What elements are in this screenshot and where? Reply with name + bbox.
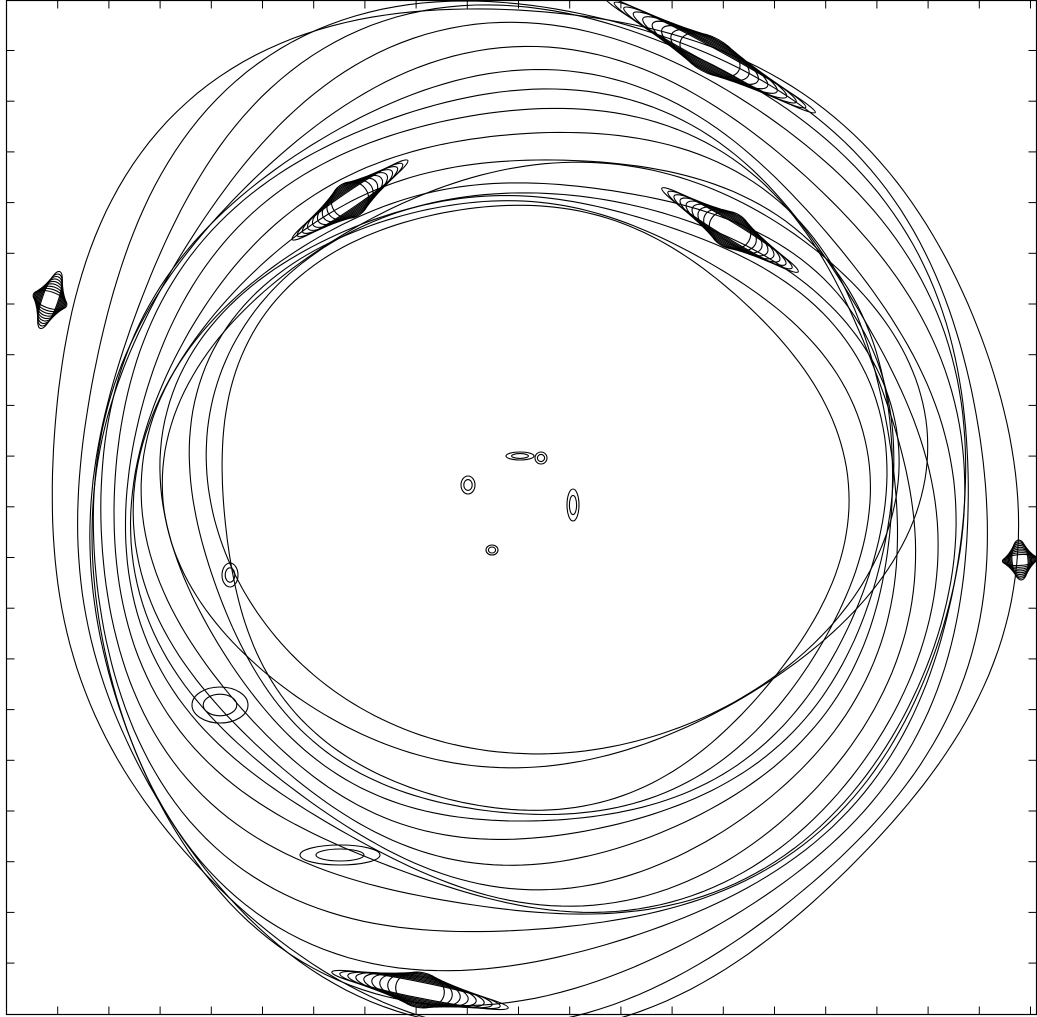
contour-line — [92, 45, 966, 933]
contour-line — [1009, 543, 1031, 577]
contour-lines — [32, 0, 1037, 1017]
contour-line — [670, 29, 750, 81]
contour-line — [511, 453, 529, 459]
contour-line — [1006, 546, 1034, 574]
contour-line — [311, 172, 389, 228]
contour-line — [651, 20, 769, 90]
contour-line — [363, 972, 477, 1008]
contour-line — [673, 194, 787, 266]
contour-line — [642, 16, 778, 94]
contour-line — [161, 161, 929, 769]
contour-line — [1007, 544, 1033, 576]
contour-line — [221, 562, 239, 588]
contour-line — [326, 179, 374, 221]
contour-line — [36, 278, 64, 322]
contour-line — [371, 972, 469, 1008]
contour-line — [355, 972, 485, 1008]
contour-line — [296, 162, 404, 238]
contour-line — [159, 195, 888, 822]
contour-line — [708, 210, 752, 250]
contour-line — [1011, 539, 1029, 581]
contour-line — [37, 273, 63, 327]
contour-line — [36, 275, 64, 325]
contour-line — [33, 287, 67, 313]
contour-line — [463, 479, 473, 491]
contour-line — [89, 4, 969, 1007]
contour-line — [703, 208, 757, 252]
contour-line — [379, 972, 461, 1008]
contour-line — [315, 848, 365, 862]
contour-line — [1001, 553, 1037, 567]
contour-line — [604, 0, 816, 114]
contour-line — [1004, 550, 1036, 570]
contour-line — [661, 187, 799, 273]
contour-line — [661, 25, 759, 85]
contour-line — [487, 546, 497, 554]
contour-line — [330, 181, 370, 219]
contour-line — [32, 289, 68, 311]
contour-line — [697, 206, 763, 254]
contour-line — [299, 844, 381, 866]
contour-line — [124, 107, 917, 907]
contour-line — [51, 8, 1020, 1017]
contour-line — [221, 204, 850, 811]
contour-line — [1005, 548, 1035, 572]
contour-line — [534, 451, 548, 465]
contour-line — [34, 285, 66, 315]
contour-line — [485, 544, 499, 556]
contour-line — [685, 200, 775, 260]
contour-line — [691, 203, 769, 257]
contour-line — [306, 169, 394, 231]
contour-line — [536, 453, 546, 463]
contour-line — [129, 131, 899, 891]
contour-line — [387, 972, 453, 1008]
tick-marks — [6, 0, 1037, 1015]
contour-line — [679, 197, 781, 263]
contour-line — [505, 451, 535, 461]
contour-line — [339, 970, 501, 1010]
contour-line — [623, 6, 797, 104]
contour-line — [316, 174, 384, 226]
contour-line — [632, 11, 788, 99]
contour-line — [205, 192, 900, 755]
contour-line — [35, 283, 65, 317]
contour-line — [301, 165, 399, 235]
contour-line — [224, 567, 236, 583]
contour-line — [132, 159, 894, 866]
contour-line — [321, 177, 379, 223]
contour-line — [37, 270, 63, 330]
contour-line — [613, 1, 807, 109]
contour-line — [667, 190, 793, 270]
contour-line — [331, 969, 509, 1011]
contour-line — [291, 159, 409, 241]
contour-line — [347, 971, 493, 1009]
contour-line — [91, 21, 967, 972]
contour-line — [202, 693, 238, 717]
contour-line — [568, 494, 578, 516]
contour-line — [1010, 541, 1030, 579]
contour-line — [113, 88, 939, 913]
plot-frame — [5, 0, 1037, 1016]
contour-line — [191, 686, 249, 724]
contour-line — [35, 280, 65, 320]
contour-line — [395, 971, 445, 1009]
contour-line — [679, 32, 741, 78]
contour-line — [1003, 552, 1037, 568]
contour-line — [566, 488, 580, 522]
contour-line — [460, 475, 476, 495]
contour-line — [188, 200, 871, 816]
contour-line — [140, 182, 895, 840]
contour-line — [77, 0, 988, 1017]
contour-line — [100, 68, 957, 915]
